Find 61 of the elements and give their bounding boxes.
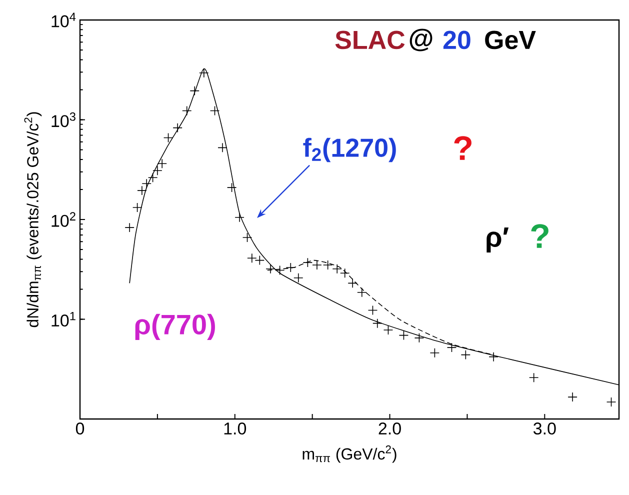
point [247, 253, 257, 264]
point [142, 178, 152, 188]
point [488, 352, 498, 362]
point [398, 330, 409, 340]
y-tick-label: 10$^{3}$ [52, 112, 76, 128]
y-tick-label: 10$^{1}$ [52, 312, 76, 327]
point [137, 186, 147, 196]
point [148, 172, 158, 182]
point [606, 397, 616, 407]
point [302, 258, 313, 268]
point [199, 68, 209, 78]
annotation: SLAC [335, 30, 405, 50]
point [340, 268, 350, 278]
point [218, 142, 228, 153]
point [157, 158, 167, 169]
point [528, 372, 539, 382]
point [446, 342, 457, 352]
annotation: f$_{2}$(1270) [303, 138, 396, 162]
x-tick-label: 0 [76, 422, 84, 435]
point [172, 122, 182, 133]
annotation: ? [454, 136, 472, 160]
point [124, 222, 134, 232]
x-tick-label: 2.0 [378, 422, 401, 435]
point [132, 202, 142, 212]
annotation: 20 [443, 30, 470, 50]
annotation: GeV [485, 30, 536, 50]
point [152, 166, 162, 176]
point [210, 106, 220, 116]
point [226, 182, 237, 192]
point [460, 350, 471, 360]
point [414, 333, 424, 343]
y-axis-title: dN/dm$_{ππ}$ (events/.025 GeV/c$^{2}$) [24, 112, 42, 328]
point [266, 264, 276, 274]
x-tick-label: 1.0 [224, 422, 246, 435]
annotation: ? [531, 224, 548, 248]
y-tick-label: 10$^{2}$ [52, 212, 76, 227]
point [312, 260, 322, 270]
point [234, 212, 244, 222]
point [190, 86, 200, 96]
x-tick-label: 3.0 [533, 422, 556, 435]
point [430, 348, 440, 358]
annotation: ρ(770) [135, 314, 215, 340]
point [294, 272, 304, 283]
point [286, 262, 296, 272]
point [182, 106, 192, 116]
point [568, 392, 578, 402]
point [383, 325, 394, 335]
point [332, 264, 342, 274]
y-tick-label: 10$^{4}$ [52, 12, 76, 28]
point [348, 278, 358, 288]
point [372, 318, 382, 328]
point [163, 132, 174, 143]
point [254, 255, 265, 266]
point [274, 265, 285, 276]
annotation: ρ′ [486, 227, 509, 253]
point [242, 232, 252, 242]
point [368, 305, 378, 316]
point [357, 287, 367, 298]
point [322, 260, 333, 270]
x-axis-title: m$_{ππ}$ (GeV/c$^{2}$) [302, 445, 396, 463]
annotation: @ [410, 28, 432, 52]
